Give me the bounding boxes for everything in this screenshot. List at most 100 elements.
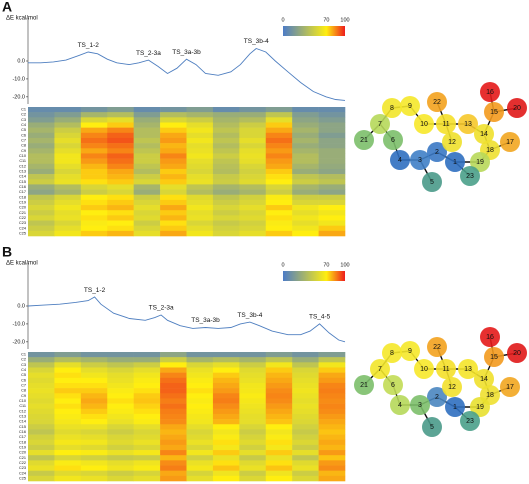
heatmap-cell: [265, 450, 293, 456]
heatmap-cell: [133, 352, 161, 358]
heatmap-cell: [318, 168, 346, 175]
heatmap-cell: [212, 362, 240, 368]
heatmap-cell: [54, 424, 82, 430]
heatmap-cell: [239, 137, 267, 144]
heatmap-cell: [28, 419, 55, 425]
heatmap-cell: [133, 112, 161, 118]
heatmap-cell: [265, 413, 293, 420]
heatmap-cell: [292, 475, 319, 482]
heatmap-cell: [265, 465, 293, 471]
heatmap-cell: [160, 174, 187, 180]
atom: [470, 152, 490, 172]
heatmap-cell: [318, 419, 346, 425]
heatmap-cell: [318, 475, 346, 482]
heatmap-cell: [133, 419, 161, 425]
atom: [390, 395, 410, 415]
heatmap-cell: [160, 470, 187, 477]
heatmap-cell: [265, 112, 293, 118]
heatmap-cell: [54, 117, 82, 123]
heatmap-cell: [107, 362, 134, 368]
heatmap-cell: [28, 408, 55, 415]
heatmap-cell: [160, 199, 187, 206]
heatmap-cell: [212, 419, 240, 425]
heatmap-cell: [54, 470, 82, 477]
heatmap-cell: [54, 143, 82, 149]
heatmap-cell: [186, 189, 214, 196]
heatmap-cell: [80, 215, 108, 221]
heatmap-cell: [80, 199, 108, 206]
heatmap-cell: [133, 465, 161, 471]
heatmap-cell: [318, 117, 346, 123]
heatmap-cell: [80, 460, 108, 466]
row-label: C3: [21, 363, 26, 367]
heatmap-cell: [292, 117, 319, 123]
heatmap-cell: [239, 460, 267, 466]
heatmap-cell: [160, 455, 187, 461]
atom: [474, 369, 494, 389]
heatmap-cell: [54, 179, 82, 185]
heatmap-cell: [80, 367, 108, 373]
ts-annotation: TS_1-2: [84, 287, 106, 294]
heatmap-cell: [160, 444, 187, 451]
colorbar: [283, 271, 345, 281]
heatmap-cell: [318, 372, 346, 379]
heatmap-cell: [160, 439, 187, 446]
atom-label: 22: [433, 99, 441, 106]
heatmap-cell: [186, 112, 214, 118]
heatmap-cell: [239, 210, 267, 216]
heatmap-cell: [239, 455, 267, 461]
heatmap-cell: [107, 127, 134, 134]
y-tick-label: 0.0: [17, 58, 25, 64]
heatmap-cell: [265, 148, 293, 154]
row-label: C4: [21, 123, 26, 127]
heatmap-cell: [318, 205, 346, 211]
heatmap-cell: [28, 143, 55, 149]
heatmap-cell: [107, 122, 134, 128]
atom-label: 4: [398, 402, 402, 409]
heatmap-cell: [318, 132, 346, 139]
heatmap-cell: [292, 215, 319, 221]
atom: [442, 132, 462, 152]
heatmap-cell: [212, 127, 240, 134]
heatmap-cell: [28, 362, 55, 368]
heatmap-cell: [54, 132, 82, 139]
heatmap-cell: [292, 127, 319, 134]
heatmap-cell: [107, 163, 134, 170]
heatmap-cell: [292, 403, 319, 410]
heatmap-cell: [318, 403, 346, 410]
heatmap-cell: [292, 382, 319, 389]
heatmap-cell: [80, 143, 108, 149]
heatmap-cell: [292, 419, 319, 425]
heatmap-cell: [54, 393, 82, 399]
row-label: C2: [21, 113, 26, 117]
heatmap-cell: [28, 388, 55, 394]
atom: [370, 114, 390, 134]
row-label: C16: [19, 185, 26, 189]
heatmap-cell: [80, 205, 108, 211]
heatmap-cell: [160, 168, 187, 175]
heatmap-cell: [107, 215, 134, 221]
row-label: C18: [19, 195, 26, 199]
heatmap-cell: [54, 210, 82, 216]
heatmap-cell: [107, 439, 134, 446]
heatmap-cell: [265, 143, 293, 149]
heatmap-cell: [186, 382, 214, 389]
heatmap-cell: [186, 168, 214, 175]
heatmap-cell: [212, 444, 240, 451]
heatmap-cell: [160, 143, 187, 149]
heatmap-cell: [265, 424, 293, 430]
heatmap-cell: [265, 367, 293, 373]
heatmap-cell: [54, 220, 82, 226]
heatmap-cell: [292, 352, 319, 358]
heatmap-cell: [318, 210, 346, 216]
heatmap-cell: [265, 475, 293, 482]
heatmap-cell: [28, 117, 55, 123]
heatmap-cell: [80, 388, 108, 394]
heatmap-cell: [160, 475, 187, 482]
atom-label: 18: [486, 392, 494, 399]
atom-label: 19: [476, 404, 484, 411]
heatmap-cell: [160, 122, 187, 128]
heatmap-cell: [239, 377, 267, 384]
heatmap-cell: [265, 210, 293, 216]
row-label: C10: [19, 399, 26, 403]
